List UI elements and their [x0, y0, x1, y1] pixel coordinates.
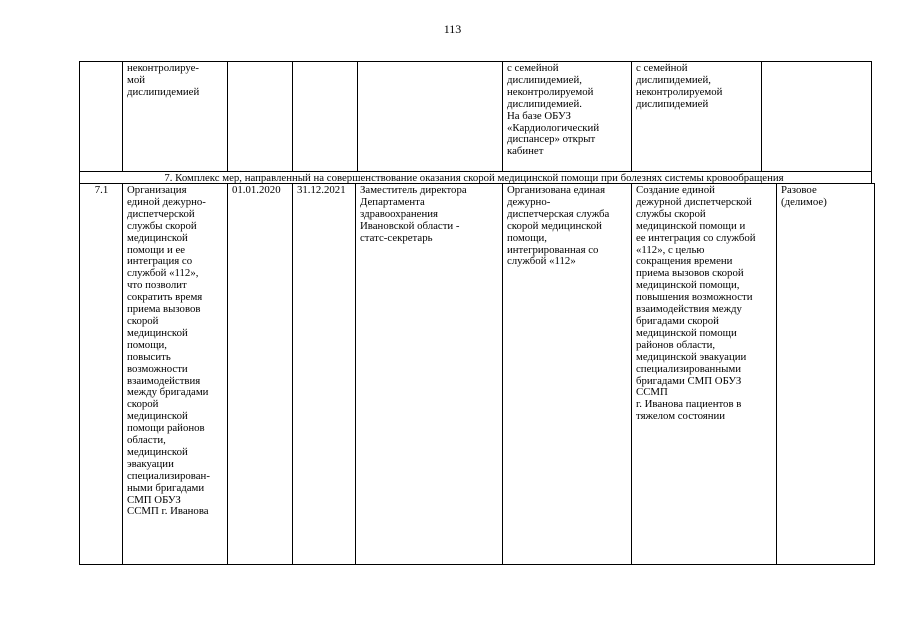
cell-num: 7.1 — [79, 183, 123, 565]
cell-responsible: Заместитель директора Департамента здрав… — [355, 183, 503, 565]
cell-expected: Создание единой дежурной диспетчерской с… — [631, 183, 777, 565]
cell-expected: с семейной дислипидемией, неконтролируем… — [631, 61, 762, 172]
cell-end: 31.12.2021 — [292, 183, 356, 565]
cell-start — [227, 61, 293, 172]
page-number: 113 — [443, 22, 462, 36]
cell-name: неконтролируе- мой дислипидемией — [122, 61, 228, 172]
cell-type: Разовое (делимое) — [776, 183, 875, 565]
cell-num — [79, 61, 123, 172]
cell-type — [761, 61, 872, 172]
cell-name: Организация единой дежурно- диспетчерско… — [122, 183, 228, 565]
cell-result: с семейной дислипидемией, неконтролируем… — [502, 61, 632, 172]
cell-end — [292, 61, 358, 172]
cell-start: 01.01.2020 — [227, 183, 293, 565]
cell-responsible — [357, 61, 503, 172]
cell-result: Организована единая дежурно- диспетчерск… — [502, 183, 632, 565]
